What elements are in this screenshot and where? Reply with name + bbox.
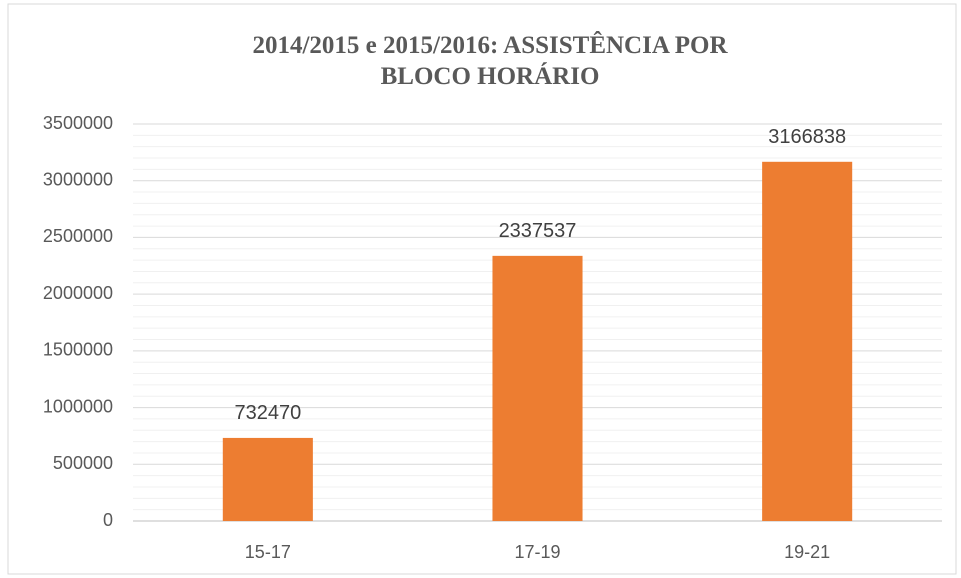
y-tick-label: 0	[103, 510, 113, 530]
chart-title: 2014/2015 e 2015/2016: ASSISTÊNCIA POR B…	[252, 32, 728, 90]
y-tick-label: 1000000	[43, 396, 113, 416]
data-label: 3166838	[768, 126, 846, 148]
y-tick-label: 1500000	[43, 340, 113, 360]
y-tick-label: 3000000	[43, 169, 113, 189]
x-tick-label: 19-21	[784, 542, 830, 562]
data-label: 732470	[234, 402, 301, 424]
bar	[222, 437, 313, 521]
bar	[762, 161, 853, 521]
bar	[492, 255, 583, 522]
data-label: 2337537	[499, 220, 577, 242]
x-tick-label: 15-17	[245, 542, 291, 562]
y-tick-label: 500000	[53, 453, 113, 473]
y-tick-label: 3500000	[43, 113, 113, 133]
y-tick-label: 2000000	[43, 283, 113, 303]
y-tick-label: 2500000	[43, 226, 113, 246]
x-tick-label: 17-19	[514, 542, 560, 562]
